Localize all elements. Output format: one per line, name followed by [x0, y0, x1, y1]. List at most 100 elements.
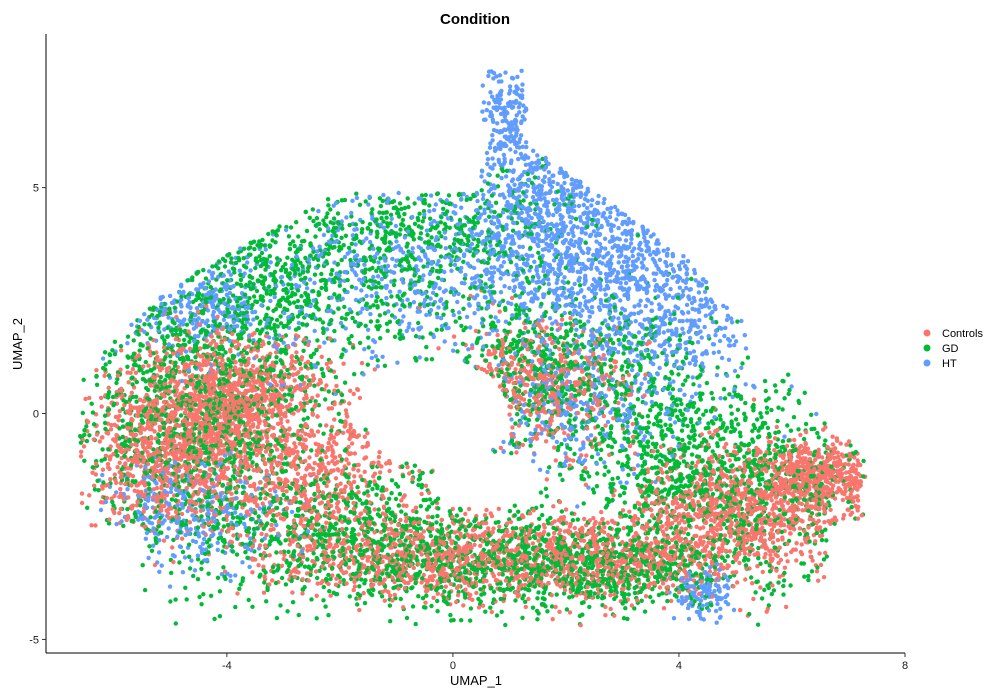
scatter-point [468, 618, 473, 623]
scatter-point [357, 277, 362, 282]
scatter-point [274, 615, 280, 621]
scatter-point [549, 356, 554, 362]
scatter-point [325, 211, 330, 216]
scatter-point [690, 460, 695, 466]
scatter-point [371, 587, 376, 593]
scatter-point [657, 257, 663, 262]
scatter-point [610, 476, 615, 482]
scatter-point [607, 214, 613, 220]
scatter-point [501, 538, 506, 544]
scatter-points [78, 68, 868, 628]
scatter-point [355, 602, 360, 607]
scatter-point [672, 363, 677, 369]
scatter-point [472, 311, 477, 316]
scatter-point [570, 518, 576, 523]
scatter-point [480, 83, 485, 88]
scatter-point [348, 388, 353, 393]
scatter-point [497, 524, 502, 529]
scatter-point [359, 230, 364, 235]
scatter-point [628, 241, 634, 246]
scatter-point [286, 234, 292, 239]
scatter-point [760, 569, 765, 575]
scatter-point [671, 616, 677, 621]
scatter-point [397, 491, 403, 497]
scatter-point [603, 318, 608, 323]
scatter-point [559, 509, 565, 514]
scatter-point [657, 585, 663, 590]
scatter-point [648, 594, 653, 600]
scatter-point [459, 205, 464, 210]
scatter-point [619, 248, 624, 254]
scatter-point [288, 225, 294, 230]
scatter-point [509, 417, 514, 422]
scatter-point [550, 617, 555, 622]
scatter-point [228, 364, 233, 369]
scatter-point [482, 179, 487, 184]
scatter-point [442, 221, 448, 227]
scatter-point [649, 454, 654, 459]
scatter-point [608, 426, 614, 431]
scatter-point [417, 355, 422, 360]
scatter-point [498, 290, 504, 295]
scatter-point [686, 616, 692, 622]
scatter-point [699, 335, 704, 340]
scatter-point [527, 268, 532, 273]
scatter-point [828, 521, 833, 526]
scatter-point [679, 401, 684, 407]
scatter-point [461, 191, 466, 197]
scatter-point [670, 251, 675, 257]
scatter-point [284, 489, 289, 494]
scatter-point [562, 430, 567, 436]
scatter-point [341, 430, 346, 435]
scatter-point [111, 451, 116, 457]
scatter-point [254, 452, 259, 458]
scatter-point [234, 552, 240, 557]
scatter-point [643, 401, 648, 406]
scatter-point [229, 256, 234, 261]
scatter-point [485, 157, 491, 162]
scatter-point [510, 228, 516, 233]
scatter-point [333, 239, 338, 245]
scatter-point [782, 396, 787, 401]
scatter-point [539, 503, 544, 509]
scatter-point [333, 476, 339, 481]
scatter-point [457, 315, 462, 321]
scatter-point [85, 505, 90, 510]
scatter-point [624, 480, 629, 485]
scatter-point [516, 362, 521, 367]
scatter-point [438, 254, 444, 259]
scatter-point [441, 206, 446, 211]
scatter-point [572, 525, 577, 531]
scatter-point [361, 590, 366, 596]
scatter-point [540, 512, 545, 518]
scatter-point [97, 439, 103, 444]
scatter-point [290, 239, 296, 244]
scatter-point [233, 573, 238, 578]
chart-title: Condition [440, 11, 510, 28]
scatter-point [369, 293, 374, 299]
scatter-point [197, 594, 202, 600]
scatter-point [785, 559, 790, 564]
scatter-point [341, 243, 346, 248]
scatter-point [332, 417, 337, 422]
scatter-point [499, 609, 504, 614]
scatter-point [762, 378, 768, 384]
scatter-point [343, 233, 349, 238]
scatter-point [623, 238, 629, 243]
scatter-point [824, 554, 829, 559]
scatter-point [445, 601, 450, 607]
scatter-point [298, 366, 304, 371]
scatter-point [470, 345, 475, 351]
scatter-point [513, 149, 518, 155]
scatter-point [352, 372, 357, 377]
scatter-point [767, 522, 773, 527]
scatter-point [107, 359, 112, 365]
scatter-point [727, 549, 733, 554]
scatter-point [89, 401, 94, 406]
scatter-point [479, 188, 484, 193]
scatter-point [352, 319, 358, 324]
scatter-point [535, 153, 540, 158]
scatter-point [324, 454, 329, 460]
scatter-point [333, 233, 339, 239]
scatter-point [125, 334, 131, 339]
